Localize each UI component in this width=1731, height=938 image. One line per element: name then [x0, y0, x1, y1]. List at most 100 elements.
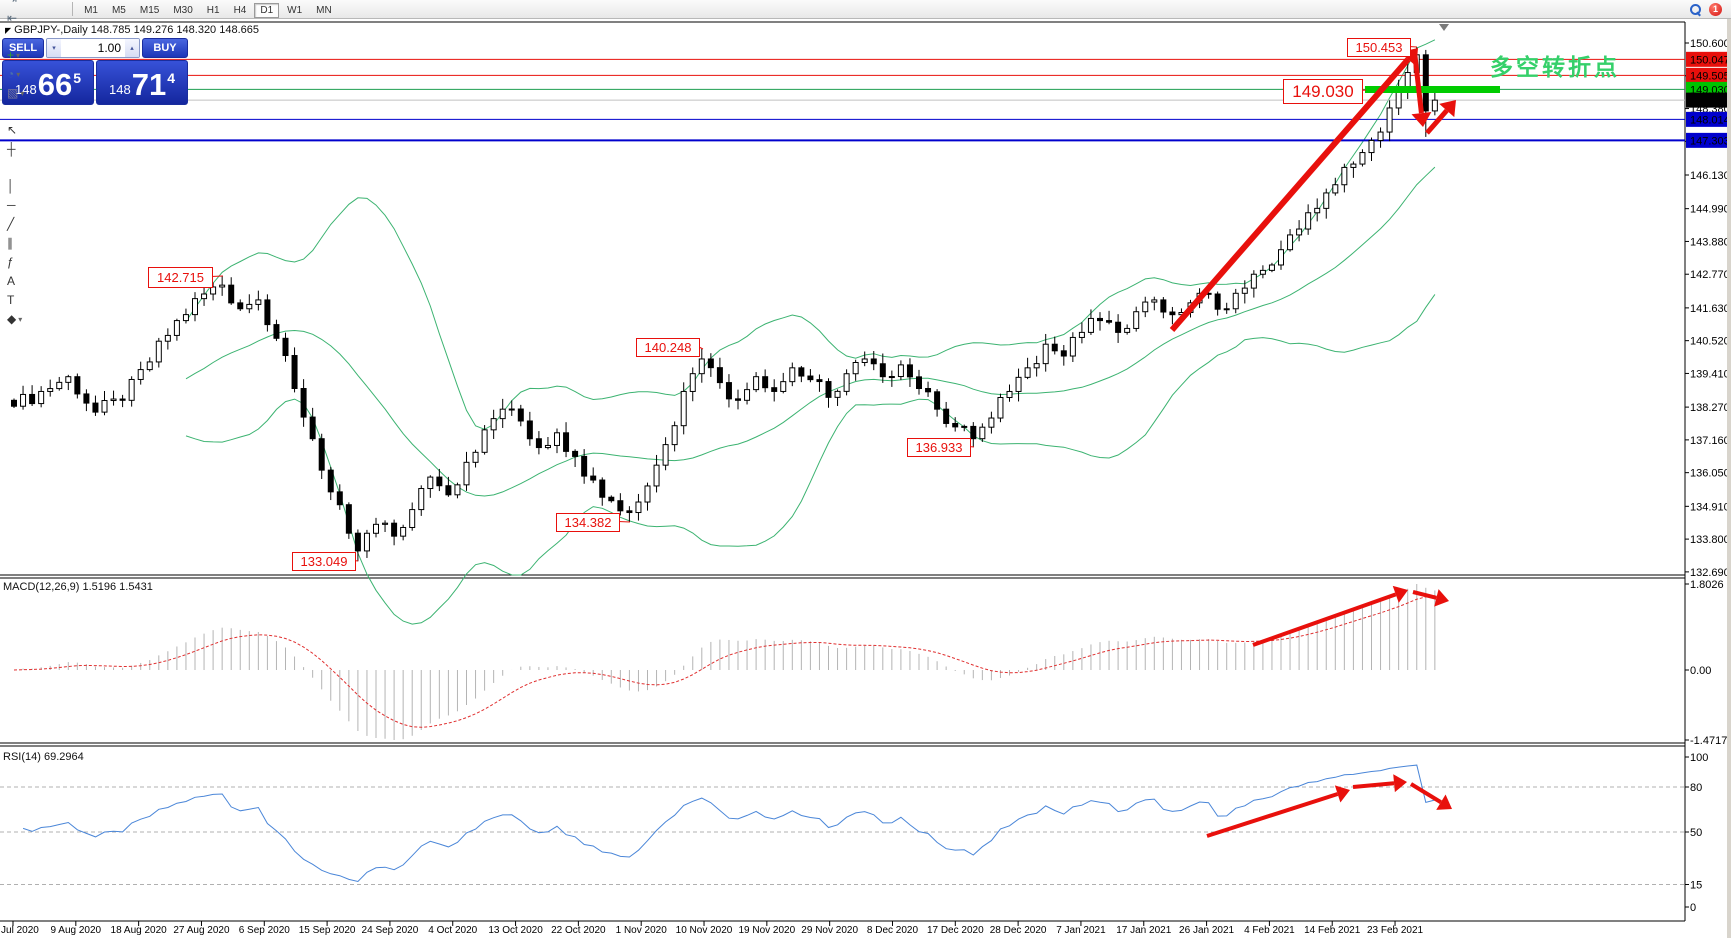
price-axis-tick: 141.630 [1690, 303, 1730, 315]
price-annotation-label[interactable]: 133.049 [292, 552, 356, 571]
timeframe-m1-button[interactable]: M1 [84, 5, 98, 16]
window-marker-icon: ◤ [5, 26, 12, 35]
trend-arrow[interactable] [1352, 781, 1395, 789]
price-axis-tick: 138.270 [1690, 402, 1730, 414]
rsi-axis-tick: 100 [1690, 752, 1708, 764]
sell-price-prefix: 148 [15, 82, 37, 97]
price-axis-tick: 137.160 [1690, 435, 1730, 447]
horizontal-line-icon[interactable]: ─ [3, 196, 68, 215]
trend-arrow-head [1436, 794, 1452, 810]
text-icon[interactable]: A [3, 272, 68, 291]
fibonacci-icon[interactable]: ƒ [3, 253, 68, 272]
price-axis-tick: 150.600 [1690, 38, 1730, 50]
trend-arrow[interactable] [1252, 592, 1397, 647]
volume-decrease-button[interactable]: ▾ [47, 39, 61, 57]
price-axis-tick: 144.990 [1690, 204, 1730, 216]
rsi-axis-tick: 50 [1690, 827, 1702, 839]
shapes-icon: ◆ [7, 312, 17, 326]
trendline-icon: ╱ [7, 217, 15, 231]
toolbar-left-group: ▦◫▤新订单●▣◉⊘自动交易▥◫∿⊕⊖▦⇥⇤+▾◔▾▧▾↖┼│─╱∥ƒAT◆▾ [3, 0, 68, 329]
periods-icon-dropdown[interactable]: ▾ [16, 70, 21, 79]
buy-price-prefix: 148 [109, 82, 131, 97]
trend-arrow[interactable] [1206, 792, 1339, 838]
price-annotation-label[interactable]: 136.933 [907, 438, 971, 457]
date-axis-label: 17 Dec 2020 [927, 925, 984, 936]
timeframe-toolbar: M1 M5 M15 M30 H1 H4 D1 W1 MN [77, 0, 339, 18]
main-toolbar: ▦◫▤新订单●▣◉⊘自动交易▥◫∿⊕⊖▦⇥⇤+▾◔▾▧▾↖┼│─╱∥ƒAT◆▾ … [0, 0, 1731, 326]
date-axis-label: 18 Aug 2020 [111, 925, 168, 936]
price-level-badge: 148.014 [1690, 114, 1730, 126]
indicators-add-icon[interactable]: + ▾ [3, 46, 68, 65]
chart-shift-icon[interactable]: ⇤ [3, 9, 68, 28]
price-annotation-label[interactable]: 142.715 [148, 267, 213, 288]
cursor-icon[interactable]: ↖ [3, 121, 68, 140]
timeframe-mn-button[interactable]: MN [316, 5, 332, 16]
price-axis-tick: 146.130 [1690, 170, 1730, 182]
sell-price-pip: 5 [73, 70, 81, 86]
timeframe-d1-button[interactable]: D1 [254, 3, 280, 18]
auto-scroll-icon[interactable]: ⇥ [3, 0, 68, 9]
bollinger-lower-band [185, 294, 1436, 625]
cursor-icon: ↖ [7, 123, 18, 137]
text-label-icon[interactable]: T [3, 291, 68, 310]
indicators-add-icon-dropdown[interactable]: ▾ [16, 51, 21, 60]
volume-field[interactable]: ▾ 1.00 ▴ [46, 38, 140, 58]
chart-shift-marker-icon[interactable] [1439, 24, 1449, 31]
support-highlight-bar[interactable] [1365, 86, 1500, 93]
rsi-axis-tick: 80 [1690, 782, 1702, 794]
templates-icon[interactable]: ▧ ▾ [3, 84, 68, 103]
date-axis-label: 22 Oct 2020 [551, 925, 606, 936]
price-axis-tick: 136.050 [1690, 468, 1730, 480]
date-axis-label: 6 Sep 2020 [239, 925, 291, 936]
volume-value[interactable]: 1.00 [97, 41, 121, 55]
timeframe-m5-button[interactable]: M5 [111, 5, 126, 16]
auto-scroll-icon: ⇥ [7, 0, 17, 8]
rsi-label: RSI(14) 69.2964 [3, 751, 84, 763]
trendline-icon[interactable]: ╱ [3, 215, 68, 234]
macd-signal-line [13, 595, 1435, 728]
price-annotation-label[interactable]: 134.382 [556, 513, 620, 532]
turning-point-note: 多空转折点 [1490, 54, 1620, 80]
date-axis-label: 1 Nov 2020 [616, 925, 668, 936]
timeframe-m30-button[interactable]: M30 [173, 5, 193, 16]
periods-icon[interactable]: ◔ ▾ [3, 65, 68, 84]
price-annotation-label[interactable]: 149.030 [1283, 79, 1363, 104]
trend-arrow[interactable] [1409, 782, 1442, 804]
price-annotation-label[interactable]: 150.453 [1347, 38, 1411, 57]
date-axis-label: 14 Feb 2021 [1304, 925, 1361, 936]
macd-axis-tick: -1.4717 [1690, 735, 1727, 747]
timeframe-h4-button[interactable]: H4 [233, 5, 247, 16]
trend-arrow[interactable] [1425, 108, 1449, 135]
shapes-icon-dropdown[interactable]: ▾ [18, 315, 23, 324]
sell-price-button[interactable]: 148 66 5 [2, 60, 94, 105]
timeframe-m15-button[interactable]: M15 [139, 5, 160, 16]
indicators-add-icon: + [7, 48, 15, 62]
timeframe-w1-button[interactable]: W1 [287, 5, 303, 16]
search-icon[interactable] [1686, 0, 1705, 19]
date-axis-label: 23 Feb 2021 [1367, 925, 1424, 936]
trend-arrow[interactable] [1412, 590, 1437, 600]
date-axis-label: 8 Dec 2020 [867, 925, 919, 936]
volume-increase-button[interactable]: ▴ [125, 39, 139, 57]
macd-axis-tick: 0.00 [1690, 665, 1711, 677]
trend-arrow-head [1334, 785, 1350, 803]
templates-icon-dropdown[interactable]: ▾ [20, 89, 25, 98]
equidistant-channel-icon[interactable]: ∥ [3, 234, 68, 253]
vertical-line-icon[interactable]: │ [3, 177, 68, 196]
timeframe-h1-button[interactable]: H1 [206, 5, 220, 16]
price-annotation-label[interactable]: 140.248 [636, 338, 700, 357]
chart-shift-icon: ⇤ [7, 11, 18, 25]
date-axis-label: 19 Nov 2020 [738, 925, 795, 936]
crosshair-icon[interactable]: ┼ [3, 140, 68, 159]
trend-arrow[interactable] [1412, 55, 1424, 114]
shapes-icon[interactable]: ◆ ▾ [3, 310, 68, 329]
sell-button[interactable]: SELL [2, 38, 44, 58]
buy-price-button[interactable]: 148 71 4 [96, 60, 188, 105]
trend-arrow[interactable] [1169, 57, 1411, 332]
date-axis-label: 10 Nov 2020 [676, 925, 733, 936]
buy-button[interactable]: BUY [142, 38, 188, 58]
date-axis-label: 28 Dec 2020 [990, 925, 1047, 936]
notifications-icon[interactable]: 1 [1709, 2, 1722, 16]
